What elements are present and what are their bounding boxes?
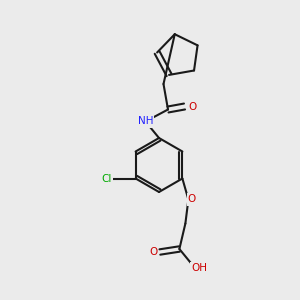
Text: NH: NH	[138, 116, 153, 127]
Text: O: O	[189, 101, 197, 112]
Text: O: O	[188, 194, 196, 205]
Text: O: O	[149, 247, 158, 257]
Text: Cl: Cl	[101, 173, 112, 184]
Text: OH: OH	[191, 263, 208, 273]
